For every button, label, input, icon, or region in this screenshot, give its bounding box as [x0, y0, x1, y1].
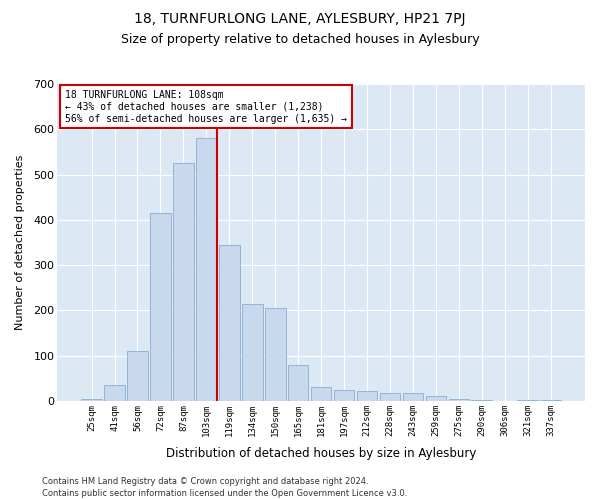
Bar	[472, 400, 492, 401]
Text: Contains public sector information licensed under the Open Government Licence v3: Contains public sector information licen…	[42, 488, 407, 498]
Bar	[265, 308, 286, 401]
Text: Size of property relative to detached houses in Aylesbury: Size of property relative to detached ho…	[121, 32, 479, 46]
Bar	[219, 244, 239, 401]
Bar	[541, 400, 561, 401]
Text: 18, TURNFURLONG LANE, AYLESBURY, HP21 7PJ: 18, TURNFURLONG LANE, AYLESBURY, HP21 7P…	[134, 12, 466, 26]
Bar	[403, 393, 423, 401]
Bar	[334, 390, 355, 401]
Bar	[311, 388, 331, 401]
Y-axis label: Number of detached properties: Number of detached properties	[15, 154, 25, 330]
Text: 18 TURNFURLONG LANE: 108sqm
← 43% of detached houses are smaller (1,238)
56% of : 18 TURNFURLONG LANE: 108sqm ← 43% of det…	[65, 90, 347, 124]
Bar	[357, 391, 377, 401]
Bar	[81, 398, 102, 401]
Bar	[150, 213, 171, 401]
Bar	[127, 351, 148, 401]
Text: Contains HM Land Registry data © Crown copyright and database right 2024.: Contains HM Land Registry data © Crown c…	[42, 477, 368, 486]
X-axis label: Distribution of detached houses by size in Aylesbury: Distribution of detached houses by size …	[166, 447, 476, 460]
Bar	[380, 393, 400, 401]
Bar	[196, 138, 217, 401]
Bar	[517, 400, 538, 401]
Bar	[449, 398, 469, 401]
Bar	[425, 396, 446, 401]
Bar	[104, 385, 125, 401]
Bar	[288, 364, 308, 401]
Bar	[242, 304, 263, 401]
Bar	[173, 163, 194, 401]
